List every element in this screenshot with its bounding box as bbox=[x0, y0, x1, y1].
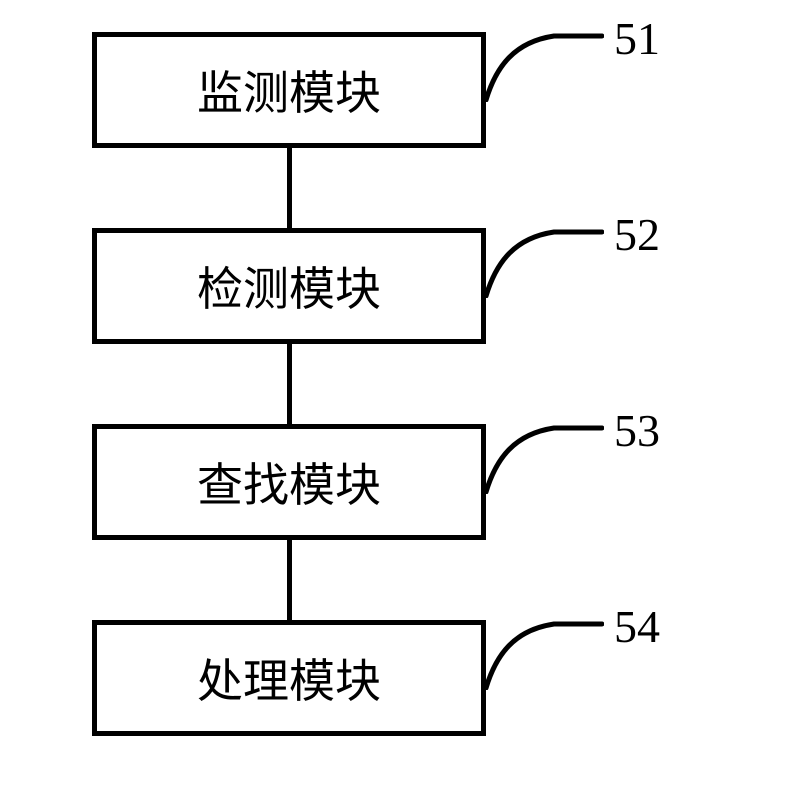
node-label-2: 检测模块 bbox=[197, 253, 381, 319]
connector-1-2 bbox=[287, 148, 292, 228]
callout-label-1: 51 bbox=[614, 12, 660, 65]
node-box-1: 监测模块 bbox=[92, 32, 486, 148]
callout-label-2: 52 bbox=[614, 208, 660, 261]
node-label-3: 查找模块 bbox=[197, 449, 381, 515]
callout-label-3: 53 bbox=[614, 404, 660, 457]
connector-2-3 bbox=[287, 344, 292, 424]
callout-curve-3 bbox=[484, 404, 604, 494]
node-label-4: 处理模块 bbox=[197, 645, 381, 711]
callout-curve-4 bbox=[484, 600, 604, 690]
node-box-3: 查找模块 bbox=[92, 424, 486, 540]
node-box-2: 检测模块 bbox=[92, 228, 486, 344]
node-label-1: 监测模块 bbox=[197, 57, 381, 123]
connector-3-4 bbox=[287, 540, 292, 620]
callout-curve-1 bbox=[484, 12, 604, 102]
callout-label-4: 54 bbox=[614, 600, 660, 653]
callout-curve-2 bbox=[484, 208, 604, 298]
node-box-4: 处理模块 bbox=[92, 620, 486, 736]
